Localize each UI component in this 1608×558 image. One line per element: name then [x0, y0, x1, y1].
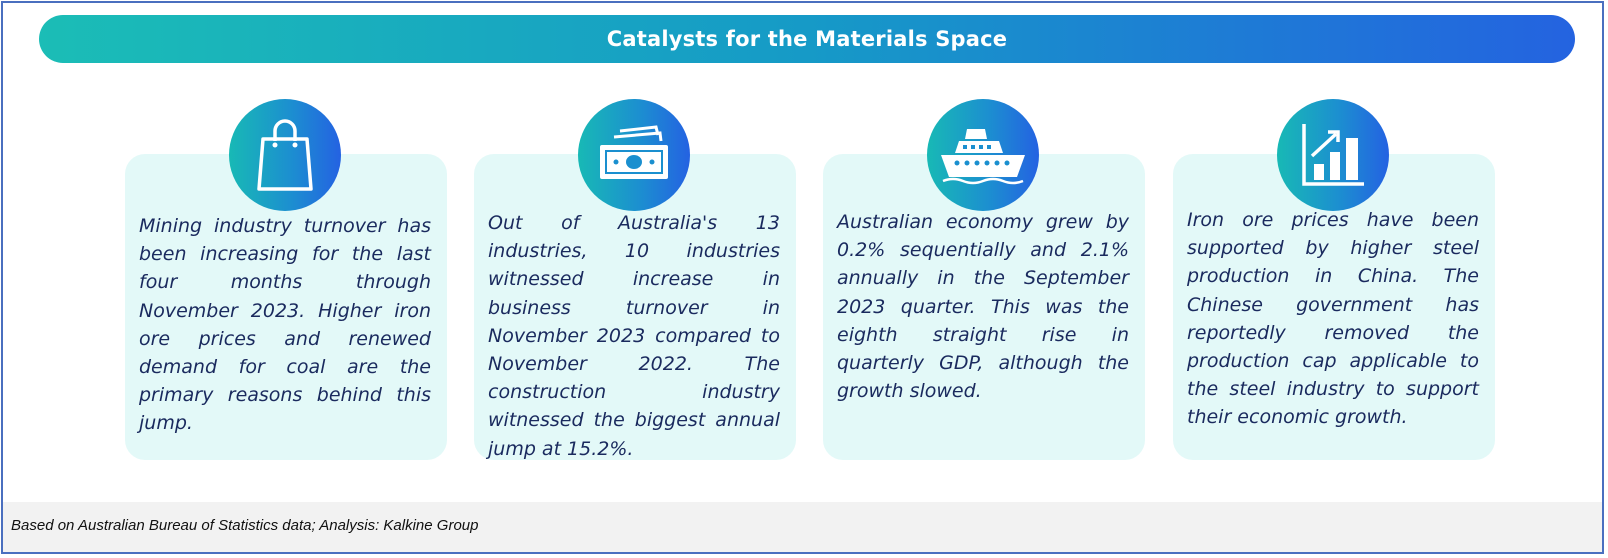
catalyst-icon-circle-4 [1277, 99, 1389, 211]
catalyst-text-2: Out of Australia's 13 industries, 10 ind… [488, 212, 780, 460]
shopping-bag-icon [257, 119, 313, 191]
catalyst-icon-circle-2 [578, 99, 690, 211]
source-footer: Based on Australian Bureau of Statistics… [3, 502, 1602, 552]
catalyst-text-4: Iron ore prices have been supported by h… [1187, 209, 1479, 429]
catalyst-icon-circle-3 [927, 99, 1039, 211]
source-note: Based on Australian Bureau of Statistics… [11, 517, 479, 534]
ship-icon [941, 129, 1025, 185]
growth-chart-icon [1302, 124, 1364, 186]
catalyst-icon-circle-1 [229, 99, 341, 211]
catalyst-text-1: Mining industry turnover has been increa… [139, 215, 431, 435]
title-banner: Catalysts for the Materials Space [39, 15, 1575, 63]
page-title: Catalysts for the Materials Space [606, 27, 1008, 51]
catalyst-text-3: Australian economy grew by 0.2% sequenti… [837, 211, 1129, 403]
money-icon [600, 125, 668, 179]
